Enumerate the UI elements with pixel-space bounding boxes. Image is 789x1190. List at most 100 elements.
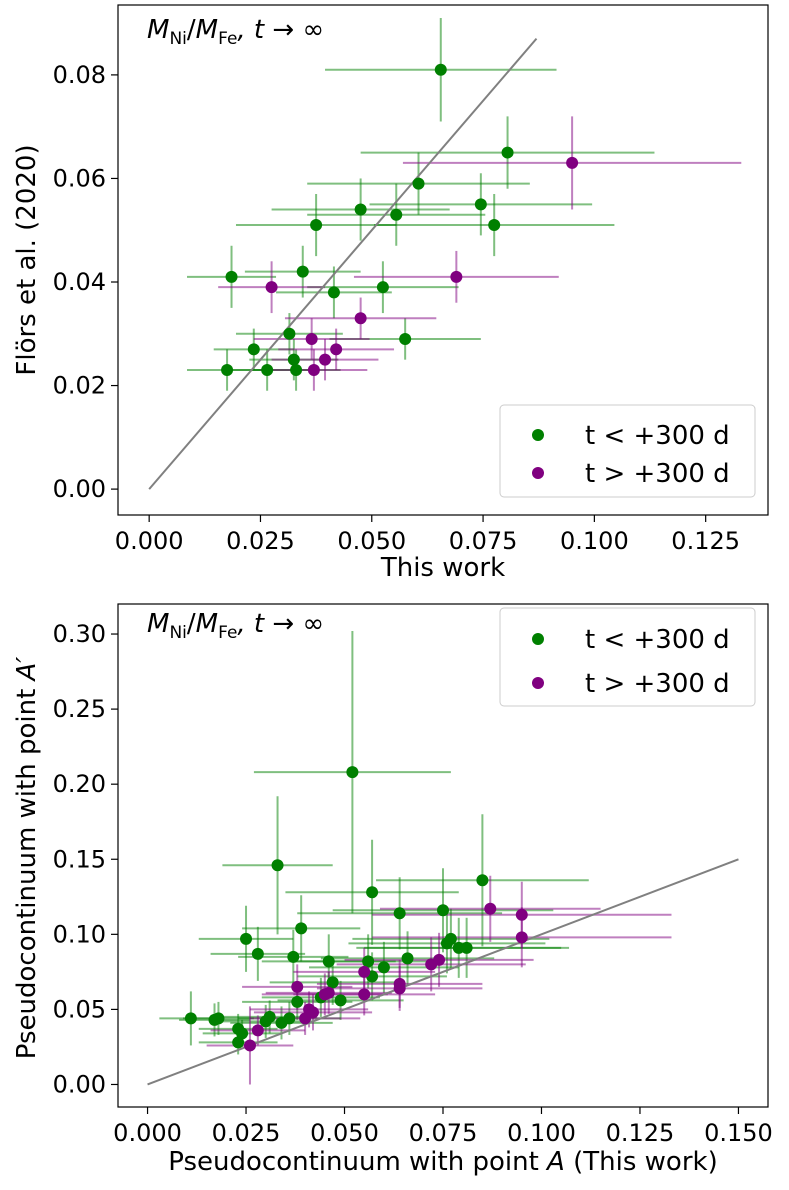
bottom-point-late <box>515 931 528 944</box>
bottom-point-late <box>425 958 438 971</box>
bottom-point-late <box>358 988 371 1001</box>
top-point-early <box>261 364 274 377</box>
bottom-x-tick-label: 0.100 <box>507 1119 576 1147</box>
bottom-legend-label-late: t > +300 d <box>585 669 730 699</box>
top-point-late <box>305 332 318 345</box>
top-point-early <box>310 219 323 232</box>
top-point-early <box>225 270 238 283</box>
top-point-early <box>296 265 309 278</box>
bottom-point-early <box>346 766 359 779</box>
bottom-y-tick-label: 0.00 <box>53 1070 106 1098</box>
top-plot-frame <box>117 4 769 516</box>
bottom-legend-box <box>499 607 756 707</box>
bottom-y-tick-label: 0.15 <box>53 845 106 873</box>
bottom-point-late <box>322 986 335 999</box>
top-point-early <box>399 332 412 345</box>
bottom-point-early <box>184 1012 197 1025</box>
bottom-x-tick-label: 0.125 <box>606 1119 675 1147</box>
bottom-point-late <box>393 982 406 995</box>
bottom-legend-label-early: t < +300 d <box>585 625 730 655</box>
bottom-point-early <box>240 932 253 945</box>
top-point-early <box>434 63 447 76</box>
bottom-x-tick-label: 0.050 <box>310 1119 379 1147</box>
top-point-late <box>354 312 367 325</box>
top-identity-line <box>148 38 538 490</box>
bottom-point-early <box>334 994 347 1007</box>
top-point-early <box>501 146 514 159</box>
bottom-x-axis-label: Pseudocontinuum with point A (This work) <box>168 1147 717 1177</box>
top-point-early <box>247 343 260 356</box>
bottom-point-early <box>440 937 453 950</box>
bottom-legend-marker-late <box>532 677 544 689</box>
top-legend-label-late: t > +300 d <box>585 459 730 489</box>
top-point-early <box>354 203 367 216</box>
top-point-early <box>412 177 425 190</box>
top-point-late <box>319 353 332 366</box>
top-legend-marker-early <box>532 429 544 441</box>
top-error-bars <box>187 17 742 391</box>
bottom-axis-ticks: 0.000 0.025 0.050 0.075 0.100 0.125 0.150 0.00 0… <box>53 620 773 1147</box>
bottom-legend-marker-early <box>532 633 544 645</box>
top-legend: t < +300 d t > +300 d <box>499 404 756 498</box>
bottom-point-early <box>437 904 449 917</box>
top-point-early <box>376 281 389 294</box>
top-point-late <box>265 281 278 294</box>
top-point-late <box>330 343 343 356</box>
bottom-y-axis-label: Pseudocontinuum with point A′ <box>12 657 42 1060</box>
top-point-early <box>488 219 501 232</box>
bottom-point-early <box>212 1012 225 1025</box>
bottom-point-early <box>259 1015 272 1028</box>
top-legend-box <box>499 404 756 498</box>
bottom-point-early <box>295 922 308 935</box>
bottom-panel: 0.000 0.025 0.050 0.075 0.100 0.125 0.150 0.00 0… <box>12 603 773 1177</box>
top-panel: 0.000 0.025 0.050 0.075 0.100 0.125 0.00 0.02 0.… <box>12 4 769 583</box>
top-x-axis-label: This work <box>380 553 505 583</box>
bottom-annotation: MNi/MFe, t → ∞ <box>147 609 324 643</box>
top-point-early <box>290 364 303 377</box>
top-y-tick-label: 0.02 <box>53 372 106 400</box>
bottom-point-early <box>275 1016 288 1029</box>
bottom-point-early <box>236 1027 249 1040</box>
bottom-point-early <box>291 995 304 1008</box>
bottom-point-early <box>251 947 264 960</box>
bottom-point-late <box>291 980 304 993</box>
top-point-early <box>283 327 296 340</box>
top-y-tick-label: 0.08 <box>53 61 106 89</box>
top-identity-line-group <box>148 38 538 490</box>
bottom-point-late <box>515 908 528 921</box>
bottom-point-late <box>243 1039 256 1052</box>
bottom-legend: t < +300 d t > +300 d <box>499 607 756 707</box>
bottom-point-late <box>299 1012 312 1025</box>
bottom-point-early <box>377 961 390 974</box>
bottom-x-tick-label: 0.075 <box>409 1119 478 1147</box>
bottom-y-tick-label: 0.20 <box>53 770 106 798</box>
bottom-point-early <box>401 952 414 965</box>
bottom-y-tick-label: 0.05 <box>53 995 106 1023</box>
top-scatter-points <box>221 63 579 377</box>
bottom-point-early <box>476 874 489 887</box>
top-point-early <box>390 208 403 221</box>
top-x-tick-label: 0.125 <box>671 527 740 555</box>
bottom-point-early <box>366 886 379 899</box>
bottom-y-tick-label: 0.30 <box>53 620 106 648</box>
bottom-point-early <box>271 859 284 872</box>
top-legend-marker-late <box>532 467 544 479</box>
bottom-scatter-points <box>184 766 528 1052</box>
top-axis-ticks: 0.000 0.025 0.050 0.075 0.100 0.125 0.00 0.02 0.… <box>53 61 740 555</box>
top-y-tick-label: 0.04 <box>53 268 106 296</box>
bottom-point-late <box>484 902 497 915</box>
bottom-point-early <box>287 950 300 963</box>
top-x-tick-label: 0.075 <box>449 527 518 555</box>
top-legend-label-early: t < +300 d <box>585 421 730 451</box>
bottom-x-tick-label: 0.150 <box>704 1119 773 1147</box>
top-y-tick-label: 0.00 <box>53 475 106 503</box>
bottom-point-late <box>251 1024 264 1037</box>
top-point-late <box>307 364 320 377</box>
top-y-tick-label: 0.06 <box>53 164 106 192</box>
top-x-tick-label: 0.050 <box>337 527 406 555</box>
top-y-axis-label: Flörs et al. (2020) <box>12 144 42 375</box>
bottom-point-early <box>322 955 335 968</box>
top-point-early <box>327 286 340 299</box>
bottom-x-tick-label: 0.000 <box>113 1119 182 1147</box>
bottom-point-early <box>362 955 375 968</box>
